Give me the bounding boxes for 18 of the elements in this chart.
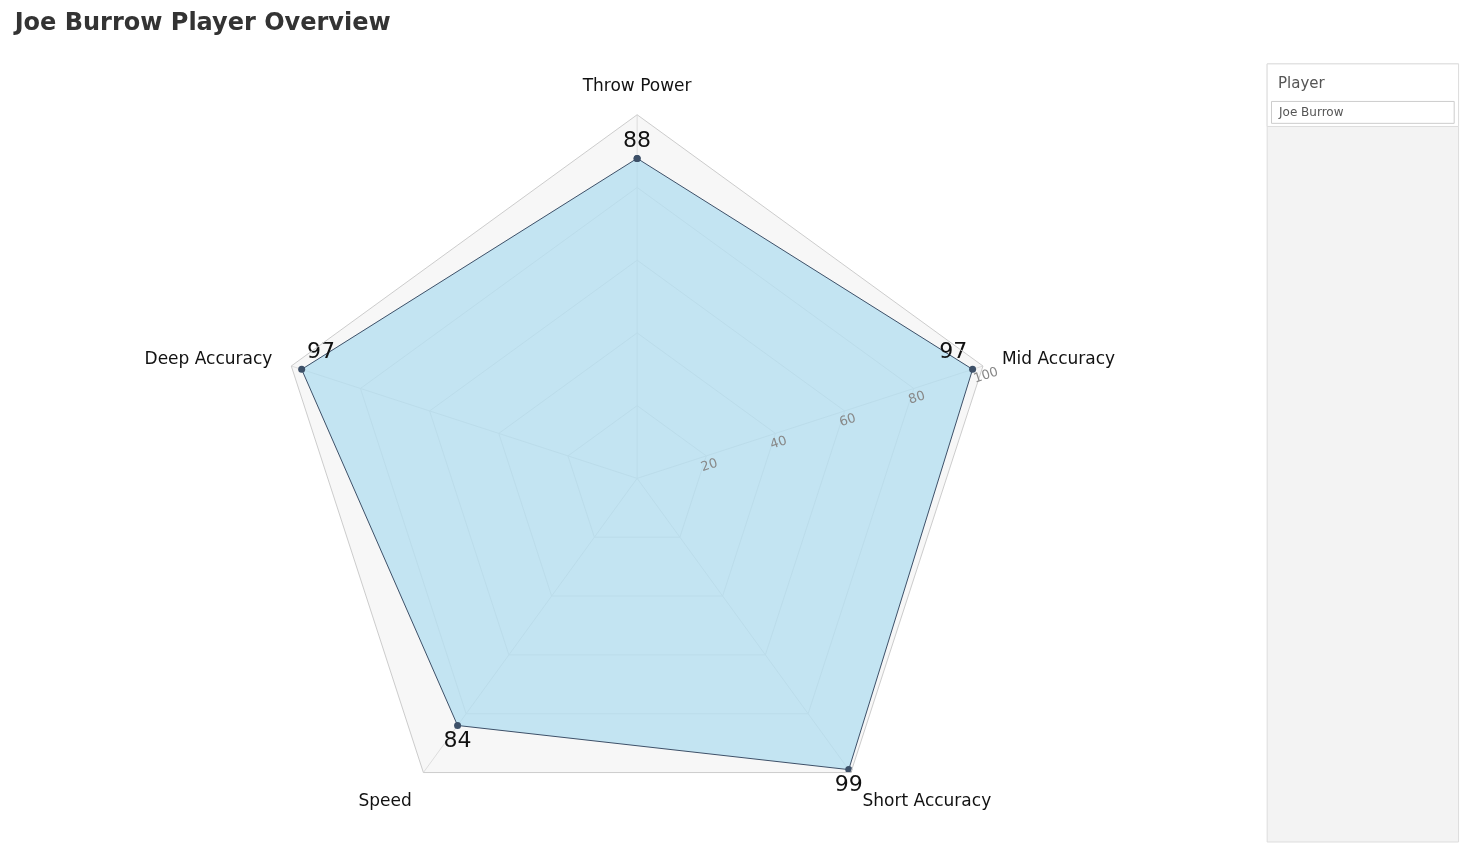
spoke-label: Throw Power [581,75,692,96]
y-tick-label: 100 [971,363,1000,386]
text: Player [1278,74,1326,92]
spoke-label: Short Accuracy [862,789,992,810]
spoke-label: Mid Accuracy [1001,348,1116,369]
y-tick-label: 60 [837,409,858,430]
data-label: 97 [307,338,336,364]
data-label: 84 [443,727,472,753]
y-tick-label: 40 [768,432,789,452]
spoke-label: Speed [358,789,412,810]
data-label: 99 [834,771,863,797]
spoke-label: Deep Accuracy [144,348,273,369]
data-label: 88 [623,127,652,153]
y-tick-label: 80 [906,387,927,407]
chart-title: Joe Burrow Player Overview [12,7,391,36]
data-label: 97 [939,338,968,364]
y-tick-label: 20 [698,454,720,475]
text: Joe Burrow [1278,105,1344,119]
